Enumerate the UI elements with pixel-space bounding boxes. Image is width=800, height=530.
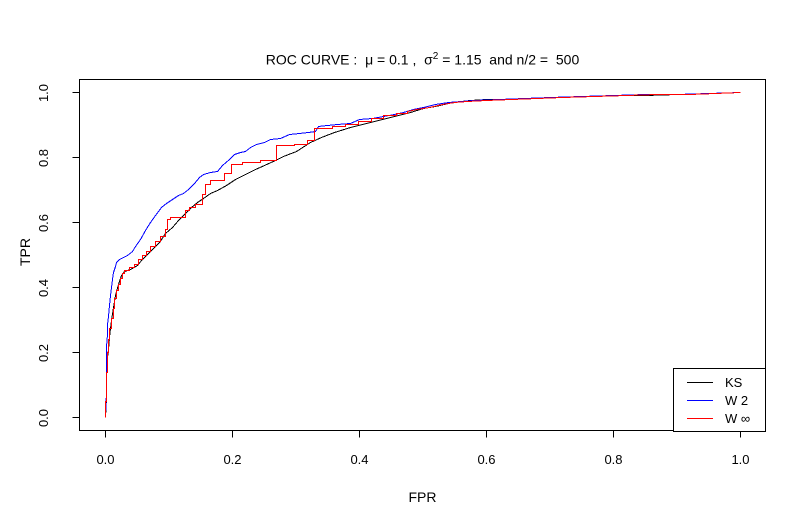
y-tick-label: 0.2 <box>36 343 51 362</box>
x-tick-label: 0.2 <box>223 452 242 467</box>
x-tick-label: 0.8 <box>604 452 623 467</box>
legend-item-w-2: W 2 <box>674 391 765 409</box>
legend-item-w-∞: W ∞ <box>674 409 765 427</box>
curve-w-2 <box>105 92 741 418</box>
y-axis-label: TPR <box>17 238 33 266</box>
legend-label: W 2 <box>725 392 749 408</box>
chart-title: ROC CURVE : μ = 0.1 , σ2 = 1.15 and n/2 … <box>79 51 766 68</box>
y-tick-label: 0.0 <box>36 408 51 427</box>
legend-label: KS <box>725 374 743 390</box>
x-tick-label: 1.0 <box>731 452 750 467</box>
y-tick-label: 0.6 <box>36 213 51 232</box>
y-tick-label: 0.4 <box>36 278 51 297</box>
chart-title-superscript: 2 <box>432 51 439 62</box>
curve-ks <box>105 92 741 418</box>
y-tick-label: 0.8 <box>36 148 51 167</box>
legend-item-ks: KS <box>674 373 765 391</box>
chart-title-suffix: = 1.15 and n/2 = 500 <box>438 51 580 68</box>
plot-border <box>79 79 766 431</box>
x-tick-label: 0.4 <box>350 452 369 467</box>
chart-title-prefix: ROC CURVE : μ = 0.1 , σ <box>265 51 433 68</box>
curve-w-∞ <box>105 92 741 418</box>
legend-label: W ∞ <box>725 410 751 426</box>
legend-rows: KS W 2 W ∞ <box>674 373 765 427</box>
legend-line-swatch <box>687 381 713 383</box>
legend-line-swatch <box>687 417 713 419</box>
x-tick-label: 0.0 <box>96 452 115 467</box>
legend-line-swatch <box>687 399 713 401</box>
y-tick-label: 1.0 <box>36 83 51 102</box>
x-axis-label: FPR <box>408 489 437 505</box>
x-tick-label: 0.6 <box>477 452 496 467</box>
legend: KS W 2 W ∞ <box>673 368 766 432</box>
